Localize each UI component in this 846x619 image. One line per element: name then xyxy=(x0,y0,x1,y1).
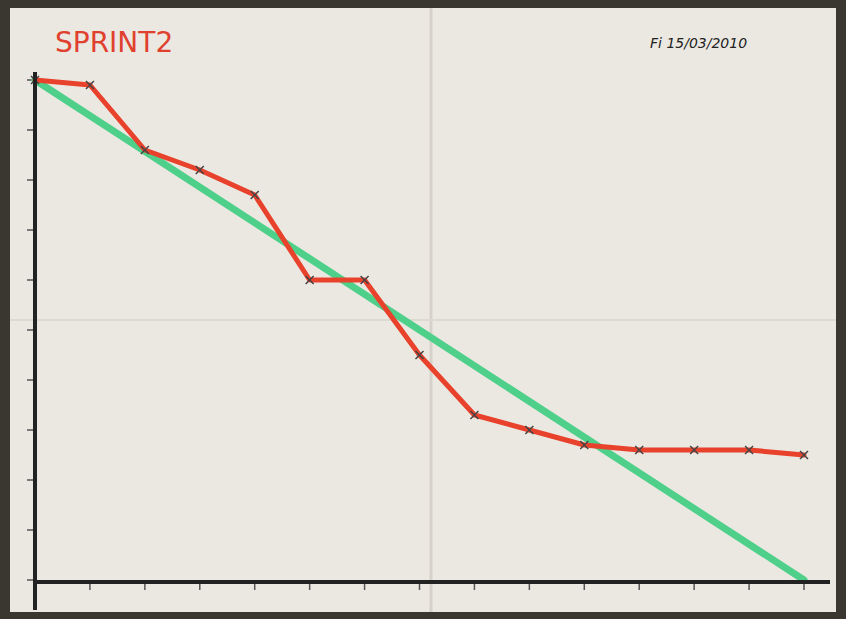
marker xyxy=(361,276,369,284)
series-line xyxy=(35,80,804,580)
y-tick xyxy=(27,579,34,581)
plot-area xyxy=(31,76,808,580)
y-tick xyxy=(27,179,34,181)
marker xyxy=(196,166,204,174)
y-tick xyxy=(27,129,34,131)
marker xyxy=(470,411,478,419)
y-tick xyxy=(27,529,34,531)
marker xyxy=(306,276,314,284)
marker xyxy=(635,446,643,454)
y-tick xyxy=(27,229,34,231)
marker xyxy=(251,191,259,199)
marker xyxy=(800,451,808,459)
marker xyxy=(141,146,149,154)
fold xyxy=(430,8,433,612)
y-tick xyxy=(27,379,34,381)
marker xyxy=(86,81,94,89)
marker xyxy=(690,446,698,454)
y-tick xyxy=(27,429,34,431)
subtitle: Fi 15/03/2010 xyxy=(650,35,747,51)
title: SPRINT2 xyxy=(55,26,173,59)
paper xyxy=(10,8,836,612)
chart: SPRINT2 Fi 15/03/2010 xyxy=(0,0,846,619)
marker xyxy=(580,441,588,449)
y-tick xyxy=(27,279,34,281)
marker xyxy=(416,351,424,359)
y-tick xyxy=(27,479,34,481)
series-line xyxy=(35,80,804,455)
marker xyxy=(525,426,533,434)
y-tick xyxy=(27,329,34,331)
fold xyxy=(10,319,836,321)
x-axis xyxy=(35,580,830,584)
y-axis xyxy=(33,72,37,610)
marker xyxy=(745,446,753,454)
